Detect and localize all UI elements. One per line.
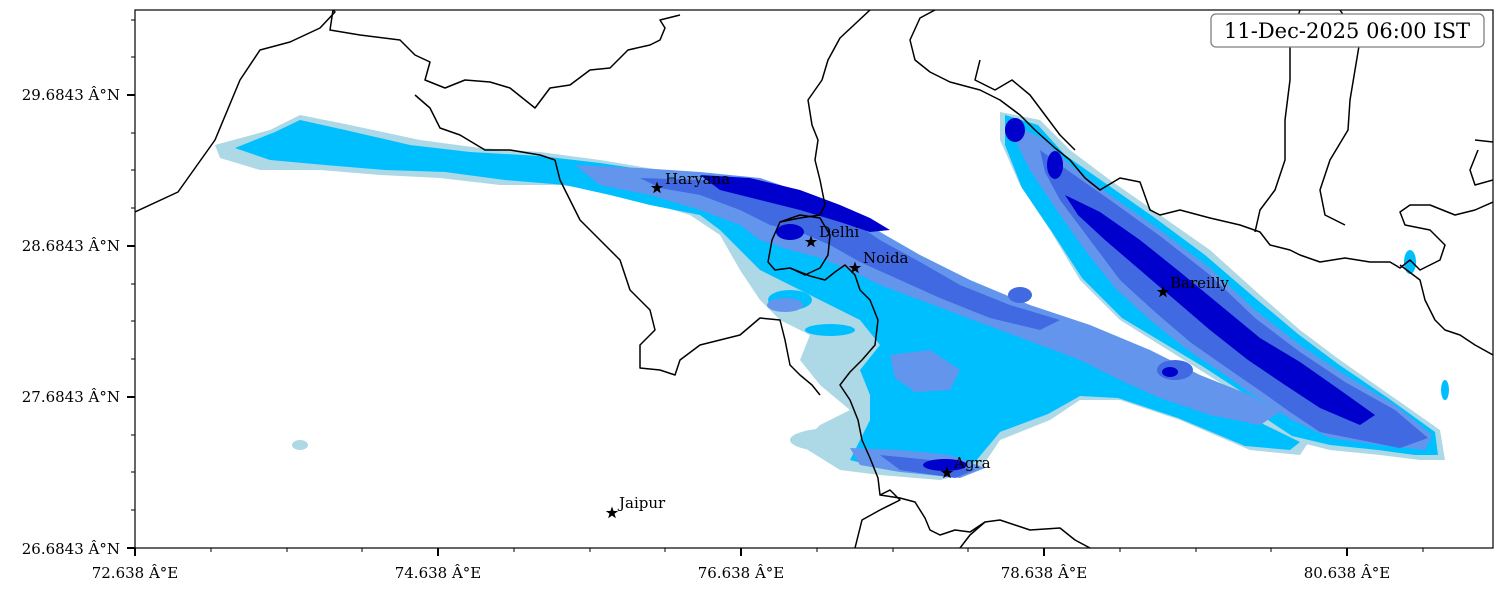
timestamp-label: 11-Dec-2025 06:00 IST: [1224, 19, 1470, 43]
star-icon: [804, 235, 818, 248]
star-icon: [605, 506, 619, 519]
city-haryana: Haryana: [650, 170, 730, 194]
x-axis: 72.638 Â°E 74.638 Â°E 76.638 Â°E 78.638 …: [92, 548, 1424, 582]
star-icon: [1156, 285, 1170, 298]
border-nepal-2: [1319, 10, 1361, 226]
border-north: [329, 10, 681, 109]
star-icon: [650, 181, 664, 194]
precipitation-layer: [215, 112, 1449, 480]
city-noida: Noida: [848, 249, 909, 274]
border-up-west: [767, 10, 901, 548]
border-west: [135, 10, 336, 213]
border-up-east: [1399, 264, 1493, 356]
precip-level-5: [700, 118, 1375, 471]
border-south: [879, 494, 1091, 548]
timestamp-frame: [1210, 13, 1485, 48]
border-uk: [974, 59, 1076, 151]
star-icon: [940, 466, 954, 479]
city-bareilly: Bareilly: [1156, 274, 1229, 298]
y-tick-label: 26.6843 Â°N: [22, 540, 120, 558]
x-tick-label: 74.638 Â°E: [395, 564, 482, 582]
x-tick-label: 80.638 Â°E: [1304, 564, 1391, 582]
y-tick-label: 29.6843 Â°N: [22, 86, 120, 104]
city-agra: Agra: [940, 454, 991, 479]
x-tick-label: 76.638 Â°E: [698, 564, 785, 582]
city-jaipur: Jaipur: [605, 494, 666, 519]
y-axis: 29.6843 Â°N 28.6843 Â°N 27.6843 Â°N 26.6…: [22, 19, 135, 558]
city-delhi: Delhi: [804, 223, 859, 248]
x-tick-label: 78.638 Â°E: [1001, 564, 1088, 582]
border-delhi: [779, 214, 831, 276]
timestamp-box: 11-Dec-2025 06:00 IST: [1210, 13, 1485, 48]
city-label: Delhi: [819, 223, 859, 241]
plot-frame: [134, 9, 1494, 549]
border-north-up: [909, 10, 1493, 271]
star-icon: [848, 261, 862, 274]
border-east-top: [1469, 139, 1493, 186]
city-label: Agra: [953, 454, 991, 472]
border-haryana-north: [414, 94, 556, 161]
city-markers: Haryana Delhi Noida Bareilly Agra Jaipur: [605, 170, 1229, 519]
y-tick-label: 28.6843 Â°N: [22, 237, 120, 255]
precip-level-3: [575, 125, 1432, 478]
city-label: Jaipur: [617, 494, 666, 512]
border-south-2: [959, 521, 986, 548]
border-haryana-west: [554, 159, 821, 396]
city-label: Noida: [863, 249, 909, 267]
city-label: Bareilly: [1170, 274, 1229, 292]
x-tick-label: 72.638 Â°E: [92, 564, 179, 582]
boundary-lines: [135, 10, 1493, 548]
y-tick-label: 27.6843 Â°N: [22, 388, 120, 406]
city-label: Haryana: [665, 170, 730, 188]
